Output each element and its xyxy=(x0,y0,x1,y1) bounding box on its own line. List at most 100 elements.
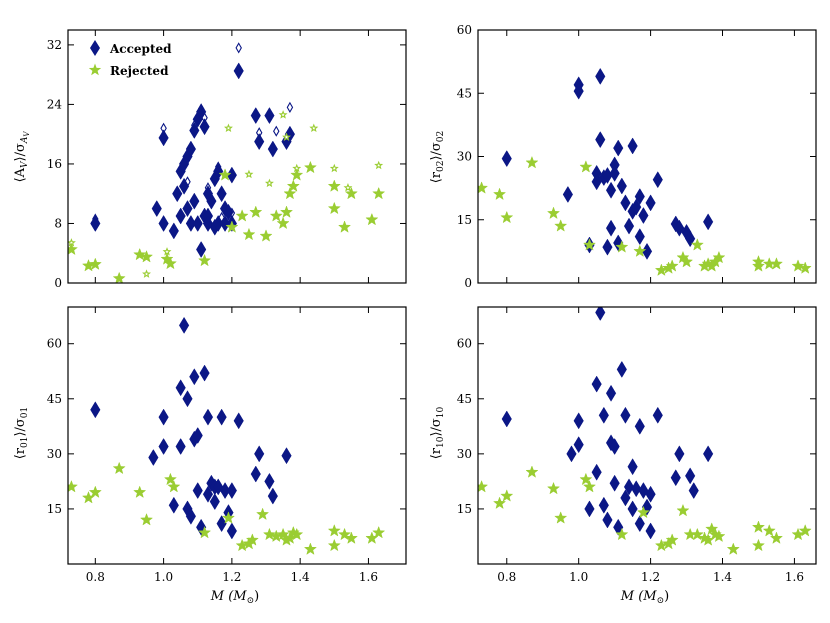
rejected-point xyxy=(163,472,177,486)
rejected-point xyxy=(654,538,668,552)
accepted-point xyxy=(631,198,642,216)
panel-r10: 0.8 1.0 1.2 1.4 1.6 15 30 45 60 xyxy=(457,306,817,584)
accepted-point xyxy=(158,438,169,455)
axes-frame xyxy=(477,29,817,284)
accepted-point xyxy=(595,67,606,85)
accepted-point xyxy=(674,219,685,237)
rejected-hollow-point xyxy=(224,123,233,133)
accepted-hollow-point xyxy=(273,125,280,137)
accepted-point xyxy=(616,177,627,195)
accepted-point xyxy=(254,445,265,463)
accepted-point xyxy=(216,185,227,203)
y-tick-label: 30 xyxy=(457,447,472,461)
accepted-point xyxy=(605,384,617,402)
accepted-point xyxy=(573,436,584,454)
accepted-point xyxy=(627,458,638,476)
x-tick-label: 1.6 xyxy=(785,570,804,584)
rejected-hollow-point xyxy=(329,163,339,173)
rejected-point xyxy=(726,542,740,555)
accepted-point xyxy=(613,234,624,252)
rejected-point xyxy=(579,472,593,486)
rejected-point xyxy=(245,533,259,546)
accepted-point xyxy=(185,507,197,525)
rejected-point xyxy=(88,257,102,270)
rejected-point xyxy=(500,489,514,502)
y-tick-label: 60 xyxy=(457,337,472,351)
rejected-point xyxy=(242,227,256,241)
rejected-point xyxy=(290,527,304,541)
rejected-point xyxy=(676,503,690,517)
legend-rejected-label: Rejected xyxy=(110,64,169,78)
y-tick-label: 45 xyxy=(457,392,472,406)
panel-av: 0 8 16 24 32 xyxy=(47,29,407,290)
accepted-point xyxy=(196,241,207,259)
rejected-point xyxy=(665,259,679,272)
accepted-point xyxy=(202,214,214,232)
rejected-point xyxy=(262,527,277,541)
accepted-point xyxy=(281,447,292,465)
rejected-point xyxy=(615,240,629,253)
rejected-point xyxy=(798,524,812,537)
rejected-point xyxy=(68,242,78,256)
accepted-point xyxy=(226,482,237,500)
accepted-point xyxy=(199,364,210,382)
x-tick-label: 1.0 xyxy=(569,570,588,584)
svg-text:⟨AV⟩/σAV: ⟨AV⟩/σAV xyxy=(13,131,31,183)
accepted-point xyxy=(264,472,275,490)
accepted-point xyxy=(627,137,638,155)
rejected-point xyxy=(163,256,177,270)
rejected-point xyxy=(769,531,784,544)
svg-text:⟨r10⟩/σ10: ⟨r10⟩/σ10 xyxy=(429,406,446,459)
accepted-point xyxy=(616,360,627,378)
accepted-point xyxy=(613,518,624,536)
accepted-point xyxy=(598,496,609,514)
rejected-point xyxy=(269,209,283,222)
rejected-point xyxy=(636,505,650,519)
rejected-hollow-point xyxy=(282,132,291,141)
accepted-point xyxy=(196,103,207,121)
accepted-point xyxy=(216,408,227,426)
y-tick-label: 15 xyxy=(47,502,62,516)
y-label-av: ⟨AV⟩/σAV xyxy=(13,131,31,183)
rejected-point xyxy=(582,238,597,251)
rejected-hollow-point xyxy=(142,269,151,278)
accepted-point xyxy=(219,482,231,500)
x-tick-label: 1.0 xyxy=(154,570,173,584)
rejected-point xyxy=(235,209,249,222)
accepted-point xyxy=(602,511,613,529)
axes-frame xyxy=(477,306,817,565)
accepted-point xyxy=(634,515,645,533)
y-tick-label: 60 xyxy=(47,337,62,351)
rejected-point xyxy=(290,168,304,181)
accepted-point xyxy=(688,482,699,500)
accepted-point xyxy=(501,410,512,428)
accepted-point xyxy=(609,164,620,182)
y-label-r10: ⟨r10⟩/σ10 xyxy=(429,406,446,459)
accepted-point xyxy=(158,408,169,426)
rejected-point xyxy=(579,160,593,173)
svg-text:M (M⊙): M (M⊙) xyxy=(210,589,259,606)
rejected-point xyxy=(221,511,236,524)
accepted-point xyxy=(605,219,617,237)
rejected-hollow-point xyxy=(264,178,274,188)
svg-text:⟨r02⟩/σ02: ⟨r02⟩/σ02 xyxy=(429,131,446,184)
accepted-point xyxy=(703,213,714,231)
rejected-point xyxy=(327,201,341,215)
rejected-point xyxy=(218,168,232,181)
accepted-point xyxy=(641,242,653,260)
accepted-point xyxy=(652,406,663,424)
accepted-point xyxy=(584,500,595,518)
rejected-point xyxy=(525,155,539,169)
rejected-point xyxy=(139,513,154,526)
rejected-point xyxy=(327,179,341,192)
accepted-point xyxy=(90,214,101,232)
accepted-point xyxy=(501,150,512,168)
x-tick-label: 1.6 xyxy=(359,570,378,584)
rejected-point xyxy=(478,181,489,194)
accepted-point xyxy=(566,445,577,463)
accepted-point xyxy=(216,515,227,533)
accepted-point xyxy=(264,107,275,125)
accepted-point xyxy=(178,177,190,195)
rejected-point xyxy=(112,271,126,283)
